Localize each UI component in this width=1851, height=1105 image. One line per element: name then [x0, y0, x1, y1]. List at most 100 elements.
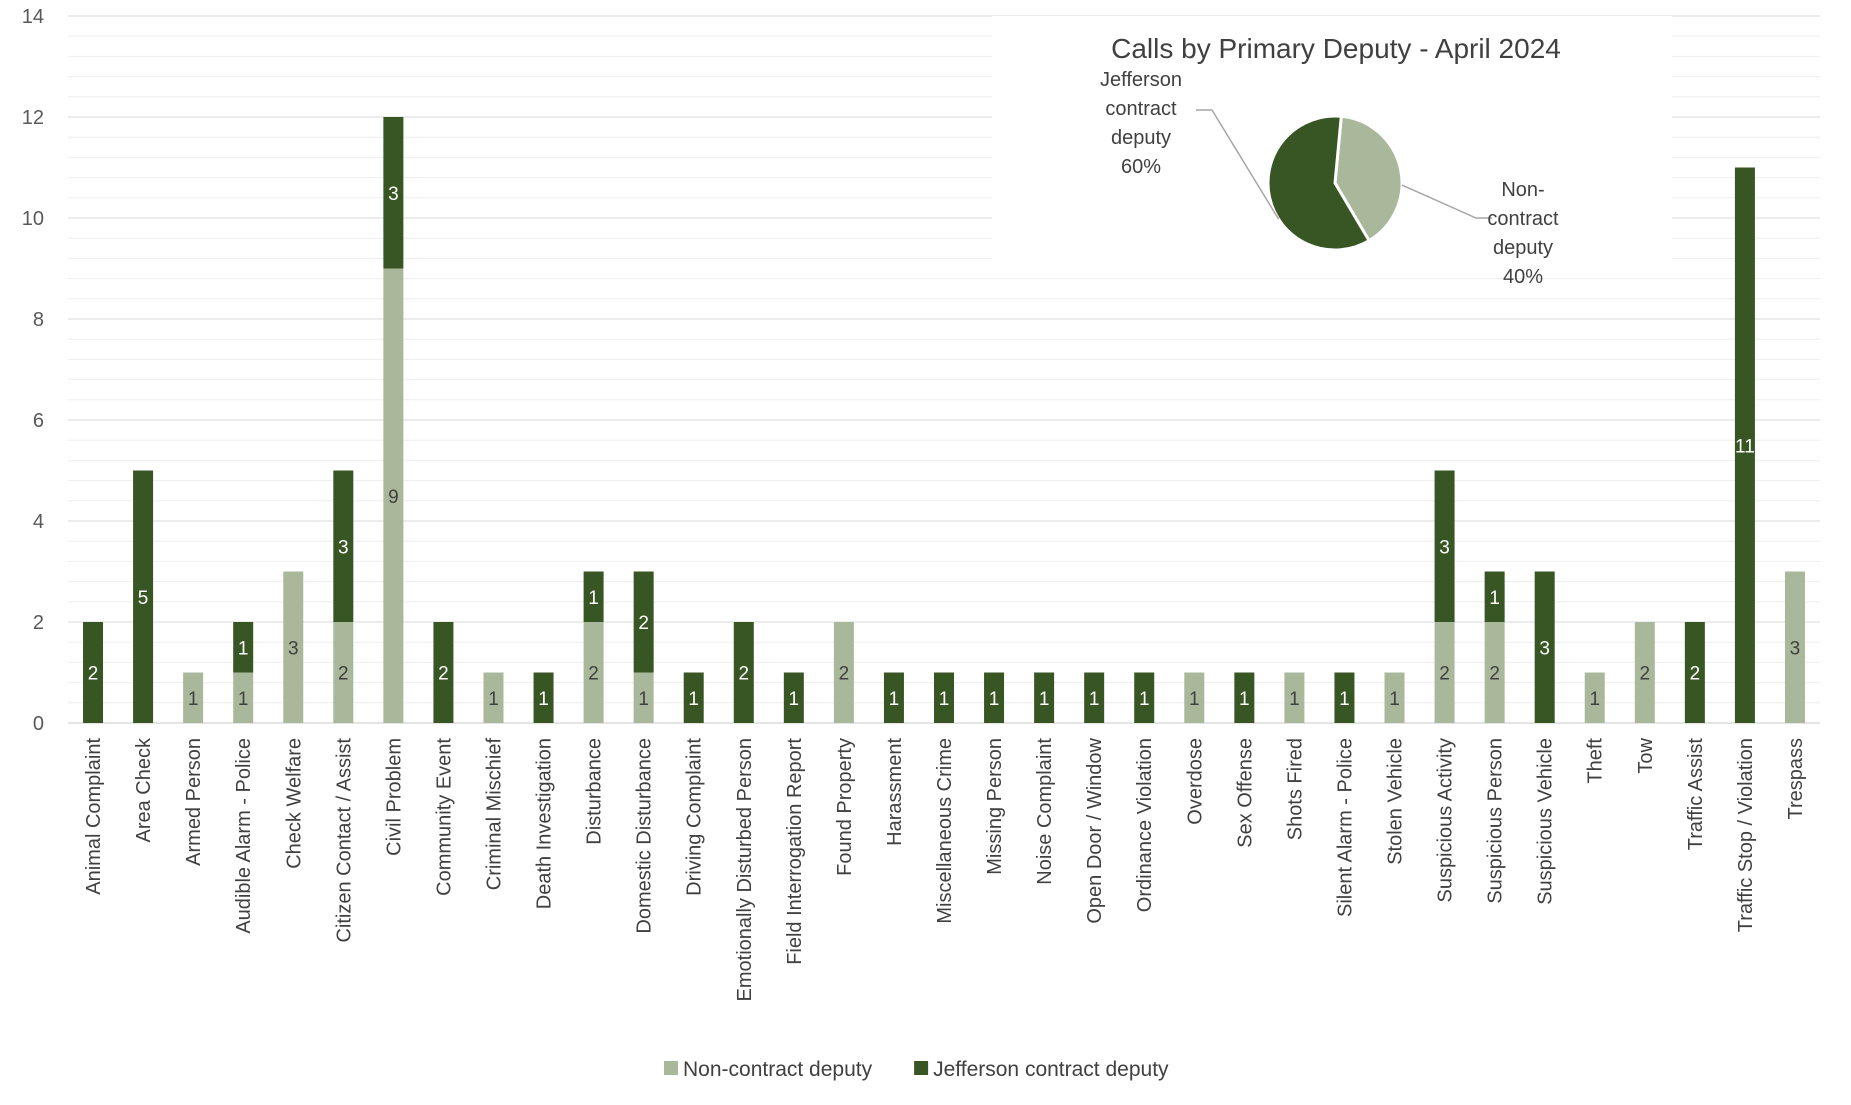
category-label: Suspicious Person	[1485, 738, 1507, 904]
category-label: Audible Alarm - Police	[233, 738, 255, 934]
data-label: 5	[138, 588, 149, 609]
category-label: Shots Fired	[1284, 738, 1306, 840]
legend-swatch	[914, 1061, 929, 1075]
bar-segment	[633, 571, 654, 673]
bar-segment	[333, 622, 354, 723]
data-label: 1	[1389, 689, 1400, 710]
bar-segment	[683, 672, 704, 723]
y-tick-label: 14	[22, 6, 44, 28]
data-label: 2	[1489, 664, 1500, 685]
category-label: Field Interrogation Report	[784, 738, 806, 965]
bar-segment	[583, 571, 604, 622]
bar-segment	[1784, 571, 1805, 723]
data-label: 3	[1790, 638, 1801, 659]
bar-segment	[583, 622, 604, 723]
pie-slice-label: deputy	[1111, 127, 1171, 149]
bar-segment	[1184, 672, 1205, 723]
bar-segment	[883, 672, 904, 723]
data-label: 1	[1139, 689, 1150, 710]
category-label: Suspicious Activity	[1435, 738, 1457, 903]
category-label: Check Welfare	[283, 738, 305, 869]
category-label: Driving Complaint	[684, 738, 706, 896]
legend-label: Jefferson contract deputy	[933, 1058, 1169, 1081]
data-label: 1	[1039, 689, 1050, 710]
bar-segment	[1284, 672, 1305, 723]
data-label: 2	[839, 664, 850, 685]
bar-segment	[1384, 672, 1405, 723]
data-label: 3	[388, 184, 399, 205]
category-label: Ordinance Violation	[1134, 738, 1156, 912]
category-label: Suspicious Vehicle	[1535, 738, 1557, 905]
data-label: 1	[638, 689, 649, 710]
data-label: 2	[738, 664, 749, 685]
bar-segment	[633, 672, 654, 723]
category-label: Death Investigation	[534, 738, 556, 909]
data-label: 2	[638, 613, 649, 634]
bar-segment	[533, 672, 554, 723]
data-label: 1	[488, 689, 499, 710]
data-label: 2	[1640, 664, 1651, 685]
data-label: 2	[1439, 664, 1450, 685]
bar-segment	[133, 470, 154, 723]
data-label: 2	[438, 664, 449, 685]
bar-segment	[1484, 622, 1505, 723]
bar-segment	[233, 622, 254, 673]
pie-slice-label: 60%	[1121, 156, 1161, 178]
data-label: 2	[88, 664, 99, 685]
category-label: Criminal Mischief	[483, 738, 505, 891]
category-label: Found Property	[834, 738, 856, 876]
data-label: 1	[989, 689, 1000, 710]
pie-slice-label: contract	[1105, 98, 1177, 120]
bar-segment	[183, 672, 204, 723]
data-label: 1	[188, 689, 199, 710]
bar-segment	[1234, 672, 1255, 723]
data-label: 1	[1239, 689, 1250, 710]
data-label: 1	[1339, 689, 1350, 710]
pie-slice-label: deputy	[1493, 237, 1553, 259]
bar-segment	[383, 268, 404, 723]
data-label: 1	[1089, 689, 1100, 710]
pie-chart: Calls by Primary Deputy - April 2024 Jeff…	[992, 16, 1672, 288]
category-label: Disturbance	[584, 738, 606, 845]
bar-segment	[1084, 672, 1105, 723]
pie-slice-label: Non-	[1501, 179, 1544, 201]
category-label: Animal Complaint	[83, 738, 105, 895]
category-label: Silent Alarm - Police	[1334, 738, 1356, 917]
category-label: Domestic Disturbance	[634, 738, 656, 934]
category-label: Armed Person	[183, 738, 205, 866]
bar-segment	[283, 571, 304, 723]
y-axis-ticks: 0 2 4 6 8 10 12 14	[22, 6, 44, 735]
data-label: 1	[1489, 588, 1500, 609]
bar-segment	[83, 622, 104, 723]
y-tick-label: 12	[22, 107, 44, 129]
pie-slice-label: contract	[1487, 208, 1559, 230]
category-label: Trespass	[1785, 738, 1807, 820]
data-label: 1	[789, 689, 800, 710]
category-label: Stolen Vehicle	[1385, 738, 1407, 865]
x-axis-labels: Animal Complaint Area Check Armed Person Au…	[83, 737, 1807, 1001]
data-label: 2	[1690, 664, 1701, 685]
category-label: Tow	[1635, 737, 1657, 773]
category-label: Traffic Assist	[1685, 738, 1707, 851]
category-label: Sex Offense	[1234, 738, 1256, 848]
category-label: Community Event	[433, 738, 455, 896]
pie-slice-label: Jefferson	[1100, 69, 1182, 91]
bar-segment	[1134, 672, 1155, 723]
bar-segment	[1734, 167, 1755, 723]
bar-segment	[1684, 622, 1705, 723]
y-tick-label: 4	[33, 511, 44, 533]
bar-segment	[934, 672, 954, 723]
category-label: Noise Complaint	[1034, 738, 1056, 885]
bar-segment	[984, 672, 1005, 723]
bar-segment	[1534, 571, 1555, 723]
bar-segment	[1634, 622, 1655, 723]
category-label: Area Check	[133, 737, 155, 842]
bar-segment	[333, 470, 354, 622]
data-label: 1	[238, 638, 249, 659]
category-label: Citizen Contact / Assist	[333, 738, 355, 943]
category-label: Missing Person	[984, 738, 1006, 875]
bar-segment	[433, 622, 454, 723]
bar-segment	[1034, 672, 1055, 723]
